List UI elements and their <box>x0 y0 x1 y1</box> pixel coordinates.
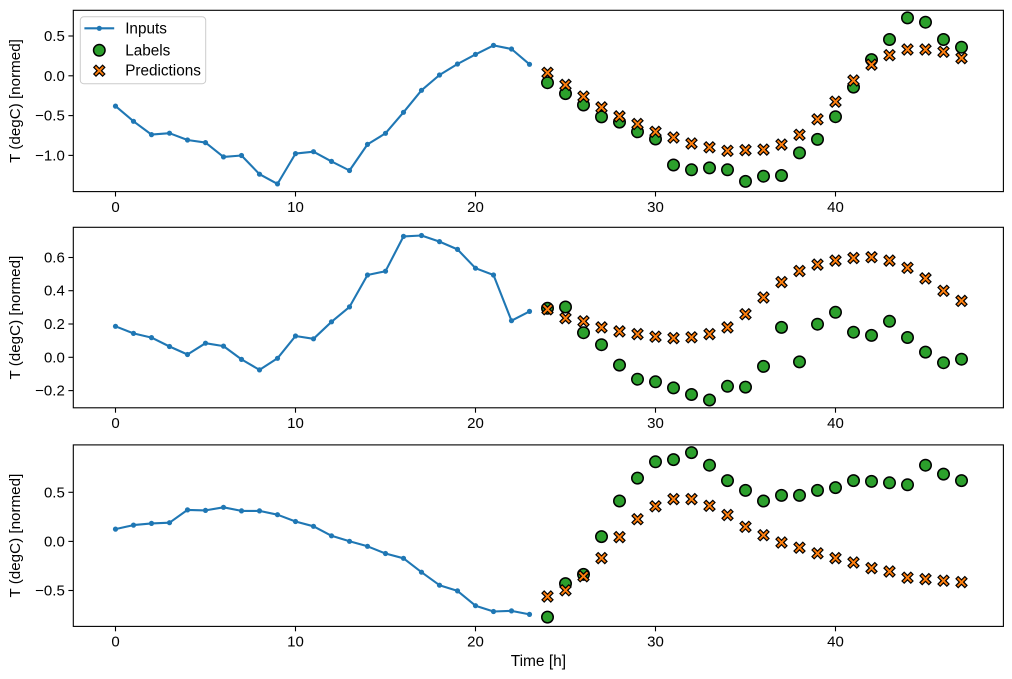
svg-text:20: 20 <box>467 634 484 651</box>
svg-text:0.2: 0.2 <box>44 316 65 333</box>
svg-text:−0.2: −0.2 <box>35 383 65 400</box>
svg-text:Predictions: Predictions <box>125 63 201 80</box>
svg-text:0.0: 0.0 <box>44 68 65 85</box>
svg-text:20: 20 <box>467 199 484 216</box>
svg-text:0: 0 <box>111 199 119 216</box>
svg-text:0: 0 <box>111 415 119 432</box>
svg-text:0.0: 0.0 <box>44 533 65 550</box>
svg-text:30: 30 <box>647 634 664 651</box>
svg-text:−0.5: −0.5 <box>35 108 65 125</box>
svg-text:Labels: Labels <box>125 42 170 59</box>
svg-text:10: 10 <box>287 415 304 432</box>
svg-text:30: 30 <box>647 199 664 216</box>
svg-text:40: 40 <box>827 634 844 651</box>
svg-text:40: 40 <box>827 199 844 216</box>
svg-text:10: 10 <box>287 634 304 651</box>
svg-text:30: 30 <box>647 415 664 432</box>
svg-text:T (degC) [normed]: T (degC) [normed] <box>7 256 24 380</box>
svg-text:10: 10 <box>287 199 304 216</box>
svg-text:0.5: 0.5 <box>44 28 65 45</box>
svg-text:0.4: 0.4 <box>44 283 65 300</box>
svg-text:0: 0 <box>111 634 119 651</box>
svg-text:0.6: 0.6 <box>44 250 65 267</box>
svg-text:−1.0: −1.0 <box>35 147 65 164</box>
svg-text:0.5: 0.5 <box>44 484 65 501</box>
svg-text:0.0: 0.0 <box>44 349 65 366</box>
svg-text:T (degC) [normed]: T (degC) [normed] <box>7 39 24 163</box>
svg-text:40: 40 <box>827 415 844 432</box>
svg-text:−0.5: −0.5 <box>35 583 65 600</box>
svg-text:20: 20 <box>467 415 484 432</box>
svg-text:Time [h]: Time [h] <box>511 653 566 670</box>
svg-text:T (degC) [normed]: T (degC) [normed] <box>7 474 24 598</box>
svg-text:Inputs: Inputs <box>125 20 167 37</box>
